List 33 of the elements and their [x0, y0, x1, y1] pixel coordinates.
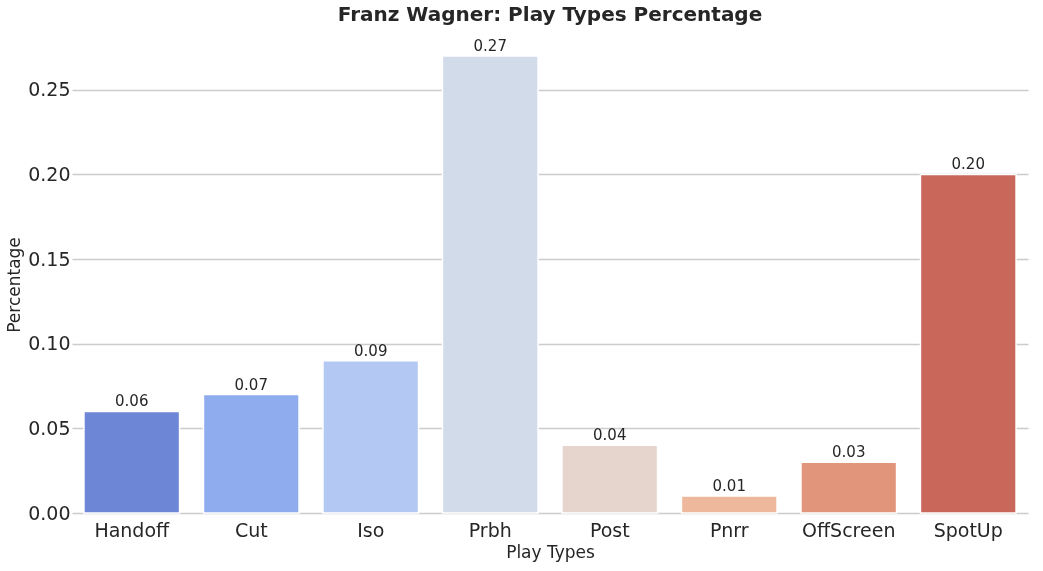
bar: [561, 444, 659, 514]
data-label: 0.03: [832, 443, 866, 462]
data-label: 0.20: [951, 155, 985, 174]
data-label: 0.07: [234, 375, 268, 394]
x-tick-label: Post: [589, 518, 630, 541]
y-tick-label: 0.20: [28, 162, 71, 185]
data-label: 0.04: [593, 426, 627, 445]
y-tick-label: 0.05: [28, 416, 71, 439]
bar: [83, 410, 181, 514]
y-tick-label: 0.25: [28, 78, 71, 101]
bar: [800, 461, 898, 514]
x-tick-label: OffScreen: [802, 518, 896, 541]
x-tick-label: Cut: [234, 518, 268, 541]
y-tick-label: 0.00: [28, 501, 71, 524]
bar: [202, 393, 300, 514]
x-tick-label: Prbh: [468, 518, 512, 541]
data-label: 0.27: [473, 37, 507, 55]
data-label: 0.06: [115, 392, 149, 411]
x-tick-label: Handoff: [94, 518, 171, 541]
y-tick-label: 0.15: [28, 247, 71, 270]
bar: [680, 495, 778, 514]
x-tick-label: SpotUp: [933, 518, 1003, 541]
chart-title: Franz Wagner: Play Types Percentage: [337, 2, 763, 26]
x-tick-label: Pnrr: [710, 518, 749, 541]
x-axis-title: Play Types: [506, 541, 596, 562]
bar: [441, 55, 539, 514]
x-tick-label: Iso: [357, 518, 385, 541]
bar: [322, 359, 420, 514]
data-label: 0.09: [354, 341, 388, 360]
y-axis-title: Percentage: [4, 237, 25, 333]
bar: [919, 173, 1017, 514]
data-label: 0.01: [712, 477, 746, 496]
y-tick-label: 0.10: [28, 332, 71, 355]
